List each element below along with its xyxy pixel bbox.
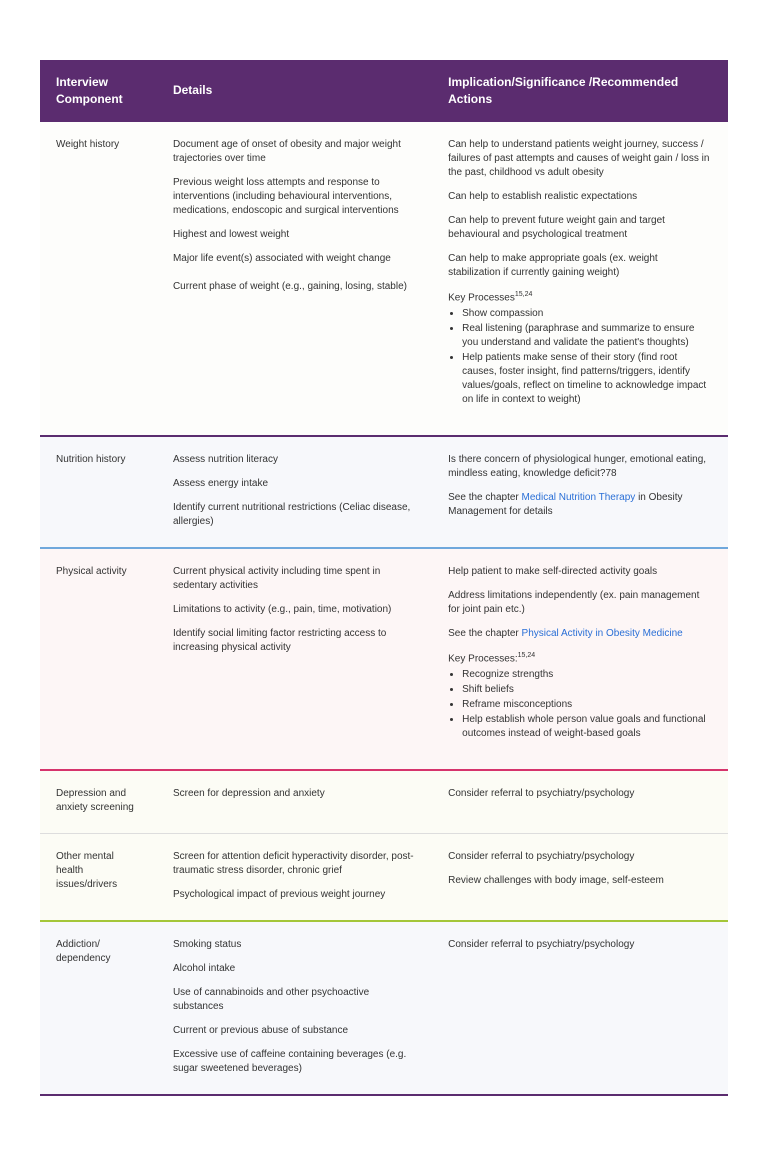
detail-text: Excessive use of caffeine containing bev…	[173, 1048, 416, 1076]
detail-text: Current phase of weight (e.g., gaining, …	[173, 280, 416, 294]
cell-component: Weight history	[40, 122, 157, 436]
impl-list: Recognize strengths Shift beliefs Refram…	[462, 668, 712, 741]
header-component: Interview Component	[40, 60, 157, 122]
impl-text: Consider referral to psychiatry/psycholo…	[448, 938, 712, 952]
row-addiction-dependency: Addiction/ dependency Smoking status Alc…	[40, 921, 728, 1095]
table-header-row: Interview Component Details Implication/…	[40, 60, 728, 122]
row-depression-screening: Depression and anxiety screening Screen …	[40, 770, 728, 834]
list-item: Help patients make sense of their story …	[462, 351, 712, 407]
interview-table: Interview Component Details Implication/…	[40, 60, 728, 1096]
detail-text: Major life event(s) associated with weig…	[173, 252, 416, 266]
detail-text: Current physical activity including time…	[173, 565, 416, 593]
impl-heading: Key Processes15,24	[448, 290, 712, 305]
impl-text: Can help to establish realistic expectat…	[448, 190, 712, 204]
cell-component: Depression and anxiety screening	[40, 770, 157, 834]
detail-text: Psychological impact of previous weight …	[173, 888, 416, 902]
cell-component: Nutrition history	[40, 436, 157, 548]
detail-text: Use of cannabinoids and other psychoacti…	[173, 986, 416, 1014]
cell-implications: Help patient to make self-directed activ…	[432, 548, 728, 770]
row-other-mental-health: Other mental health issues/drivers Scree…	[40, 834, 728, 922]
cell-implications: Is there concern of physiological hunger…	[432, 436, 728, 548]
impl-text: Consider referral to psychiatry/psycholo…	[448, 850, 712, 864]
impl-text: Address limitations independently (ex. p…	[448, 589, 712, 617]
detail-text: Assess energy intake	[173, 477, 416, 491]
detail-text: Assess nutrition literacy	[173, 453, 416, 467]
impl-list: Show compassion Real listening (paraphra…	[462, 307, 712, 407]
detail-text: Identify social limiting factor restrict…	[173, 627, 416, 655]
cell-details: Document age of onset of obesity and maj…	[157, 122, 432, 436]
row-nutrition-history: Nutrition history Assess nutrition liter…	[40, 436, 728, 548]
link-medical-nutrition[interactable]: Medical Nutrition Therapy	[522, 492, 636, 503]
list-item: Reframe misconceptions	[462, 698, 712, 712]
header-details: Details	[157, 60, 432, 122]
impl-heading: Key Processes:15,24	[448, 651, 712, 666]
impl-text: Consider referral to psychiatry/psycholo…	[448, 787, 712, 801]
impl-text: Is there concern of physiological hunger…	[448, 453, 712, 481]
cell-details: Assess nutrition literacy Assess energy …	[157, 436, 432, 548]
impl-text: Can help to prevent future weight gain a…	[448, 214, 712, 242]
link-physical-activity[interactable]: Physical Activity in Obesity Medicine	[522, 628, 683, 639]
impl-text: Can help to make appropriate goals (ex. …	[448, 252, 712, 280]
cell-details: Current physical activity including time…	[157, 548, 432, 770]
row-physical-activity: Physical activity Current physical activ…	[40, 548, 728, 770]
detail-text: Highest and lowest weight	[173, 228, 416, 242]
list-item: Recognize strengths	[462, 668, 712, 682]
header-implications: Implication/Significance /Recommended Ac…	[432, 60, 728, 122]
detail-text: Identify current nutritional restriction…	[173, 501, 416, 529]
list-item: Show compassion	[462, 307, 712, 321]
cell-component: Addiction/ dependency	[40, 921, 157, 1095]
detail-text: Screen for attention deficit hyperactivi…	[173, 850, 416, 878]
cell-implications: Can help to understand patients weight j…	[432, 122, 728, 436]
detail-text: Screen for depression and anxiety	[173, 787, 416, 801]
cell-implications: Consider referral to psychiatry/psycholo…	[432, 921, 728, 1095]
list-item: Help establish whole person value goals …	[462, 713, 712, 741]
detail-text: Limitations to activity (e.g., pain, tim…	[173, 603, 416, 617]
detail-text: Current or previous abuse of substance	[173, 1024, 416, 1038]
cell-component: Physical activity	[40, 548, 157, 770]
list-item: Real listening (paraphrase and summarize…	[462, 322, 712, 350]
detail-text: Previous weight loss attempts and respon…	[173, 176, 416, 218]
detail-text: Alcohol intake	[173, 962, 416, 976]
row-weight-history: Weight history Document age of onset of …	[40, 122, 728, 436]
list-item: Shift beliefs	[462, 683, 712, 697]
impl-text: See the chapter Physical Activity in Obe…	[448, 627, 712, 641]
cell-component: Other mental health issues/drivers	[40, 834, 157, 922]
detail-text: Smoking status	[173, 938, 416, 952]
impl-text: See the chapter Medical Nutrition Therap…	[448, 491, 712, 519]
cell-implications: Consider referral to psychiatry/psycholo…	[432, 770, 728, 834]
detail-text: Document age of onset of obesity and maj…	[173, 138, 416, 166]
cell-details: Screen for depression and anxiety	[157, 770, 432, 834]
cell-details: Screen for attention deficit hyperactivi…	[157, 834, 432, 922]
cell-details: Smoking status Alcohol intake Use of can…	[157, 921, 432, 1095]
impl-text: Help patient to make self-directed activ…	[448, 565, 712, 579]
impl-text: Review challenges with body image, self-…	[448, 874, 712, 888]
impl-text: Can help to understand patients weight j…	[448, 138, 712, 180]
cell-implications: Consider referral to psychiatry/psycholo…	[432, 834, 728, 922]
